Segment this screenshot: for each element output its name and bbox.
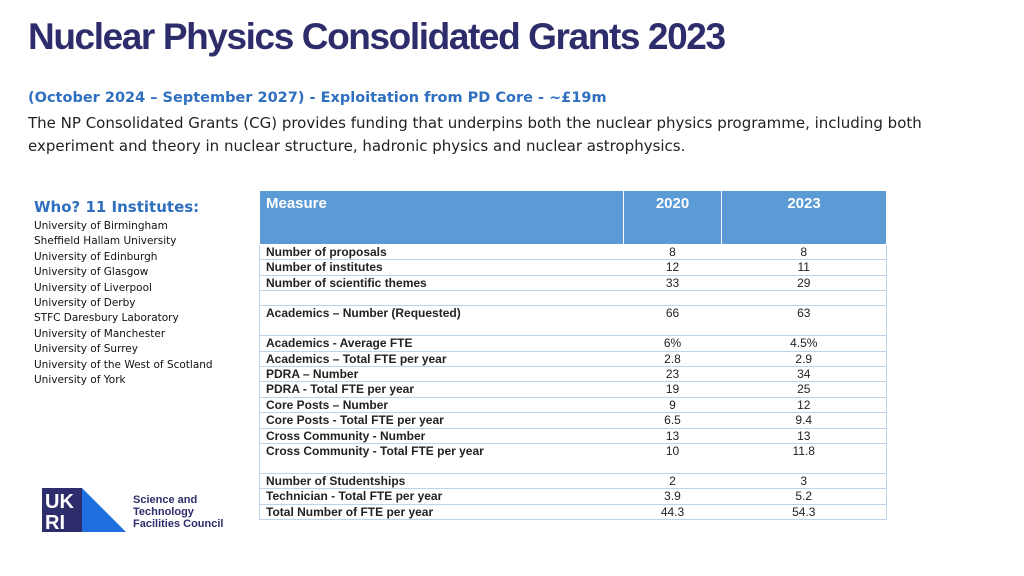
table-row: Cross Community - Number 13 13 [260,428,887,443]
value-2020-cell: 33 [624,275,722,290]
table-row: PDRA - Total FTE per year 19 25 [260,382,887,397]
logo-line: Technology [133,506,223,518]
measure-cell: PDRA – Number [260,366,624,381]
measure-cell: Academics - Average FTE [260,336,624,351]
table-row: Core Posts - Total FTE per year 6.5 9.4 [260,413,887,428]
institute-item: University of the West of Scotland [34,358,244,373]
value-2020-cell: 19 [624,382,722,397]
table-row-spacer [260,291,887,306]
table-row: Academics – Number (Requested) 66 63 [260,306,887,336]
measure-cell: Academics – Number (Requested) [260,306,624,336]
institute-item: University of York [34,373,244,388]
intro-paragraph: The NP Consolidated Grants (CG) provides… [28,112,948,158]
table-row: Number of institutes 12 11 [260,260,887,275]
institute-item: University of Surrey [34,342,244,357]
value-2020-cell: 12 [624,260,722,275]
institute-item: University of Birmingham [34,219,244,234]
value-2023-cell: 34 [722,366,887,381]
header-2023: 2023 [722,191,887,245]
value-2020-cell: 13 [624,428,722,443]
institutes-panel: Who? 11 Institutes: University of Birmin… [34,198,244,388]
measure-cell: Academics – Total FTE per year [260,351,624,366]
institute-item: University of Edinburgh [34,250,244,265]
value-2023-cell: 9.4 [722,413,887,428]
value-2023-cell: 12 [722,397,887,412]
value-2023-cell: 54.3 [722,504,887,519]
value-2020-cell [624,291,722,306]
value-2020-cell: 6% [624,336,722,351]
value-2020-cell: 44.3 [624,504,722,519]
table-row: Total Number of FTE per year 44.3 54.3 [260,504,887,519]
value-2023-cell [722,291,887,306]
measure-cell: Total Number of FTE per year [260,504,624,519]
table-row: Core Posts – Number 9 12 [260,397,887,412]
institute-item: Sheffield Hallam University [34,234,244,249]
value-2023-cell: 13 [722,428,887,443]
measure-cell [260,291,624,306]
value-2023-cell: 63 [722,306,887,336]
institute-item: University of Glasgow [34,265,244,280]
institutes-heading: Who? 11 Institutes: [34,198,244,216]
value-2023-cell: 29 [722,275,887,290]
measure-cell: Number of Studentships [260,473,624,488]
institute-item: STFC Daresbury Laboratory [34,311,244,326]
table-row: Academics – Total FTE per year 2.8 2.9 [260,351,887,366]
grant-period-subtitle: (October 2024 – September 2027) - Exploi… [28,90,607,106]
measure-cell: Number of scientific themes [260,275,624,290]
table-row: Technician - Total FTE per year 3.9 5.2 [260,489,887,504]
value-2023-cell: 11.8 [722,443,887,473]
value-2023-cell: 25 [722,382,887,397]
svg-text:UK: UK [45,491,74,513]
table-row: Number of Studentships 2 3 [260,473,887,488]
value-2023-cell: 3 [722,473,887,488]
value-2023-cell: 2.9 [722,351,887,366]
header-measure: Measure [260,191,624,245]
value-2020-cell: 2.8 [624,351,722,366]
table-row: Cross Community - Total FTE per year 10 … [260,443,887,473]
value-2023-cell: 4.5% [722,336,887,351]
institute-item: University of Derby [34,296,244,311]
measure-cell: Core Posts - Total FTE per year [260,413,624,428]
value-2023-cell: 11 [722,260,887,275]
measure-cell: PDRA - Total FTE per year [260,382,624,397]
value-2020-cell: 66 [624,306,722,336]
table-row: Number of scientific themes 33 29 [260,275,887,290]
logo-line: Science and [133,494,223,506]
value-2020-cell: 2 [624,473,722,488]
measure-cell: Core Posts – Number [260,397,624,412]
header-2020: 2020 [624,191,722,245]
measure-cell: Number of proposals [260,245,624,260]
table-row: Academics - Average FTE 6% 4.5% [260,336,887,351]
page-title: Nuclear Physics Consolidated Grants 2023 [28,16,725,58]
value-2020-cell: 10 [624,443,722,473]
value-2020-cell: 6.5 [624,413,722,428]
logo-line: Facilities Council [133,518,223,530]
measure-cell: Technician - Total FTE per year [260,489,624,504]
table-header-row: Measure 2020 2023 [260,191,887,245]
stfc-logo-text: Science and Technology Facilities Counci… [133,494,223,530]
grants-comparison-table: Measure 2020 2023 Number of proposals 8 … [259,190,887,520]
value-2023-cell: 5.2 [722,489,887,504]
value-2020-cell: 23 [624,366,722,381]
measure-cell: Cross Community - Number [260,428,624,443]
value-2020-cell: 9 [624,397,722,412]
table-row: Number of proposals 8 8 [260,245,887,260]
institute-item: University of Manchester [34,327,244,342]
ukri-logo-mark: UK RI [42,486,126,534]
table-row: PDRA – Number 23 34 [260,366,887,381]
value-2020-cell: 8 [624,245,722,260]
institute-item: University of Liverpool [34,281,244,296]
stfc-logo: UK RI Science and Technology Facilities … [42,486,232,534]
svg-text:RI: RI [45,512,65,534]
measure-cell: Number of institutes [260,260,624,275]
value-2023-cell: 8 [722,245,887,260]
measure-cell: Cross Community - Total FTE per year [260,443,624,473]
value-2020-cell: 3.9 [624,489,722,504]
institutes-list: University of Birmingham Sheffield Halla… [34,219,244,388]
